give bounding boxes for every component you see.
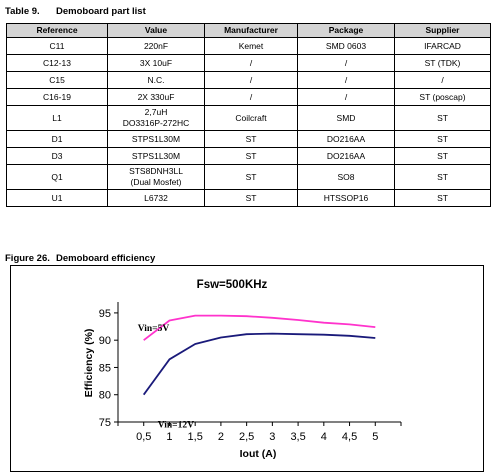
figure-caption: Figure 26. Demoboard efficiency	[5, 253, 155, 264]
x-tick-label: 2	[218, 431, 224, 443]
cell-supplier: ST	[394, 189, 491, 207]
table-row: C15 N.C. / / /	[6, 71, 491, 89]
value-line: L6732	[144, 192, 168, 203]
series-label: Vin=5V	[138, 324, 170, 334]
table-row: C11 220nF Kemet SMD 0603 IFARCAD	[6, 37, 491, 55]
y-tick-label: 90	[99, 335, 111, 347]
value-line: N.C.	[147, 74, 165, 85]
value-line: 3X 10uF	[139, 57, 173, 68]
chart-frame	[10, 265, 484, 472]
value-line: 220nF	[143, 40, 169, 51]
part-list-table: Reference Value Manufacturer Package Sup…	[6, 23, 491, 207]
value-line: 2X 330uF	[137, 91, 175, 102]
value-line: STPS1L30M	[131, 133, 181, 144]
series-line-1	[142, 332, 376, 396]
cell-value: STS8DNH3LL (Dual Mosfet)	[107, 164, 205, 190]
y-tick-label: 75	[99, 417, 111, 429]
header-reference: Reference	[6, 23, 108, 38]
cell-package: HTSSOP16	[297, 189, 395, 207]
table-row: L1 2,7uH DO3316P-272HC Coilcraft SMD ST	[6, 105, 491, 131]
series-line-0	[143, 314, 376, 341]
cell-reference: Q1	[6, 164, 108, 190]
table-header-row: Reference Value Manufacturer Package Sup…	[6, 23, 491, 38]
value-line: STS8DNH3LL	[129, 166, 183, 176]
table-caption: Table 9. Demoboard part list	[5, 6, 146, 17]
value-line: STPS1L30M	[131, 150, 181, 161]
header-value: Value	[107, 23, 205, 38]
table-title: Demoboard part list	[56, 6, 146, 17]
chart-title: Fsw=500KHz	[197, 279, 268, 291]
value-line: 2,7uH	[144, 107, 168, 117]
x-tick-label: 2,5	[239, 431, 254, 443]
cell-reference: L1	[6, 105, 108, 131]
x-tick-label: 4	[321, 431, 327, 443]
x-axis-label: Iout (A)	[240, 448, 277, 460]
table-row: U1 L6732 ST HTSSOP16 ST	[6, 189, 491, 207]
table-number: Table 9.	[5, 6, 40, 17]
x-tick-label: 4,5	[342, 431, 357, 443]
table-row: C12-13 3X 10uF / / ST (TDK)	[6, 54, 491, 72]
x-tick-label: 1	[166, 431, 172, 443]
y-axis-label: Efficiency (%)	[83, 329, 95, 398]
x-tick-label: 5	[372, 431, 378, 443]
y-tick-label: 95	[99, 308, 111, 320]
x-tick-label: 0,5	[136, 431, 151, 443]
value-line: (Dual Mosfet)	[130, 177, 182, 187]
x-tick-label: 1,5	[188, 431, 203, 443]
cell-value: L6732	[107, 189, 205, 207]
y-tick-label: 85	[99, 362, 111, 374]
header-manufacturer: Manufacturer	[204, 23, 298, 38]
y-tick-label: 80	[99, 390, 111, 402]
x-tick-label: 3,5	[290, 431, 305, 443]
figure-number: Figure 26.	[5, 253, 50, 264]
table-row: C16-19 2X 330uF / / ST (poscap)	[6, 88, 491, 106]
figure-title: Demoboard efficiency	[56, 253, 156, 264]
series-label: Vin=12V	[158, 421, 194, 431]
cell-reference: U1	[6, 189, 108, 207]
value-line: DO3316P-272HC	[122, 118, 190, 128]
x-tick-label: 3	[269, 431, 275, 443]
